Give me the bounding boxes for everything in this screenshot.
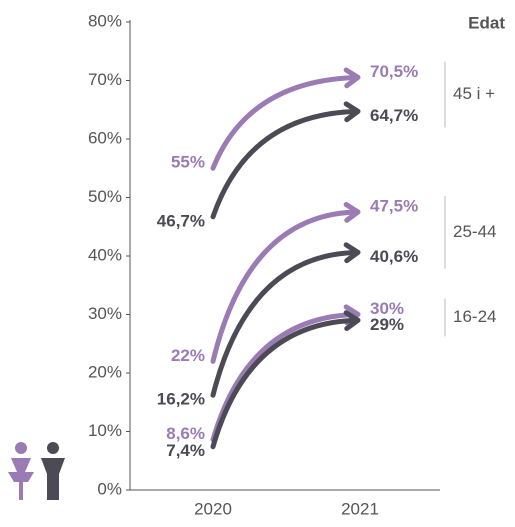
arrow xyxy=(210,109,357,220)
value-label: 30% xyxy=(370,299,404,318)
value-label: 46,7% xyxy=(157,211,205,230)
arrow xyxy=(210,317,357,450)
x-tick-label: 2020 xyxy=(194,499,232,518)
value-label: 40,6% xyxy=(370,247,418,266)
arrow-head xyxy=(343,202,361,223)
legend-icons xyxy=(8,442,65,500)
value-label: 22% xyxy=(171,346,205,365)
group-label: 45 i + xyxy=(453,84,495,103)
arrow-head xyxy=(343,310,361,332)
y-tick-label: 0% xyxy=(97,479,122,498)
group-label: 16-24 xyxy=(453,307,496,326)
legend-title: Edat xyxy=(468,13,505,32)
y-tick-label: 70% xyxy=(88,70,122,89)
arrow-head xyxy=(343,242,361,264)
arrow xyxy=(210,312,357,443)
y-tick-label: 80% xyxy=(88,11,122,30)
arrow xyxy=(210,209,357,364)
value-label: 16,2% xyxy=(157,390,205,409)
arrow-head xyxy=(343,67,361,89)
arrow xyxy=(210,75,357,171)
x-tick-label: 2021 xyxy=(341,499,379,518)
y-tick-label: 20% xyxy=(88,362,122,381)
group-label: 25-44 xyxy=(453,222,496,241)
y-tick-label: 60% xyxy=(88,128,122,147)
value-label: 70,5% xyxy=(370,62,418,81)
value-label: 47,5% xyxy=(370,197,418,216)
value-label: 7,4% xyxy=(166,441,205,460)
value-label: 29% xyxy=(370,315,404,334)
arrow-head xyxy=(343,101,361,123)
y-tick-label: 10% xyxy=(88,421,122,440)
value-label: 64,7% xyxy=(370,106,418,125)
value-label: 8,6% xyxy=(166,424,205,443)
arrow xyxy=(210,249,357,398)
y-tick-label: 50% xyxy=(88,187,122,206)
value-label: 55% xyxy=(171,153,205,172)
y-tick-label: 30% xyxy=(88,304,122,323)
y-tick-label: 40% xyxy=(88,245,122,264)
